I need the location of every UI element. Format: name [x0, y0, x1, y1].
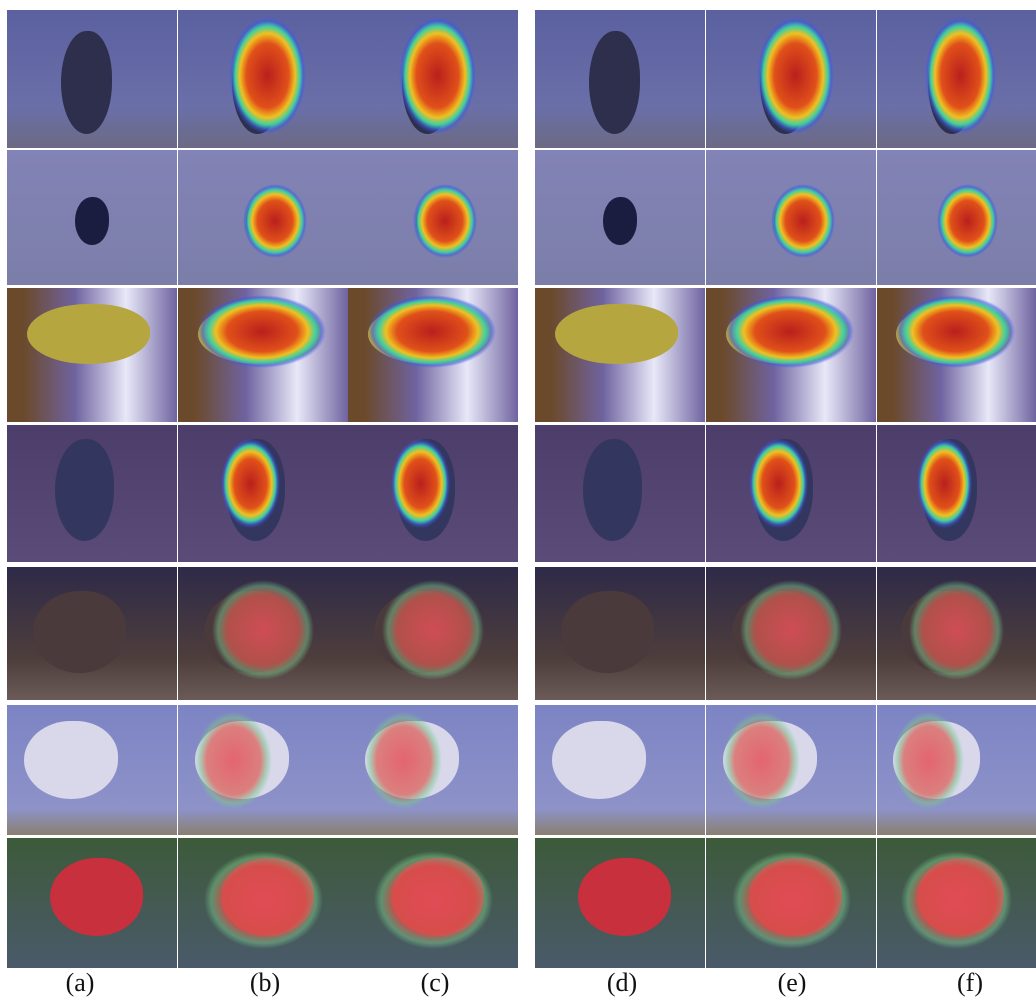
- image-cell: [877, 10, 1036, 148]
- bird: [55, 439, 115, 542]
- image-cell: [348, 10, 518, 148]
- image-cell: [348, 288, 518, 422]
- image-cell: [7, 567, 177, 700]
- panel-label: (f): [930, 968, 1010, 998]
- heatmap: [368, 295, 496, 369]
- heatmap: [901, 851, 1012, 949]
- panel-label: (c): [395, 968, 475, 998]
- heatmap: [749, 439, 809, 528]
- heatmap: [221, 439, 281, 528]
- heatmap: [399, 17, 476, 134]
- image-cell: [706, 288, 876, 422]
- bird: [61, 31, 112, 135]
- bird: [50, 858, 144, 936]
- image-cell: [7, 425, 177, 562]
- image-cell: [178, 567, 348, 700]
- heatmap: [365, 712, 442, 810]
- image-cell: [535, 10, 705, 148]
- image-cell: [706, 838, 876, 968]
- image-cell: [348, 150, 518, 285]
- bird: [583, 439, 643, 542]
- image-cell: [178, 288, 348, 422]
- image-cell: [877, 288, 1036, 422]
- heatmap: [382, 580, 484, 680]
- image-cell: [706, 705, 876, 835]
- heatmap: [374, 851, 493, 949]
- bird: [578, 858, 672, 936]
- image-cell: [348, 425, 518, 562]
- heatmap: [212, 580, 314, 680]
- image-cell: [178, 425, 348, 562]
- heatmap: [198, 295, 326, 369]
- image-cell: [535, 425, 705, 562]
- bird: [555, 304, 677, 364]
- image-cell: [7, 838, 177, 968]
- figure: (a) (b) (c) (d) (e) (f): [0, 0, 1036, 1001]
- image-cell: [178, 838, 348, 968]
- heatmap: [195, 712, 272, 810]
- bird: [27, 304, 149, 364]
- bird: [561, 591, 655, 673]
- image-cell: [178, 150, 348, 285]
- heatmap: [391, 439, 451, 528]
- image-cell: [535, 838, 705, 968]
- bird: [552, 721, 646, 799]
- bird: [24, 721, 118, 799]
- heatmap: [757, 17, 834, 134]
- image-cell: [706, 567, 876, 700]
- panel-label: (d): [582, 968, 662, 998]
- heatmap: [937, 184, 997, 258]
- image-cell: [535, 567, 705, 700]
- heatmap: [732, 851, 851, 949]
- heatmap: [229, 17, 306, 134]
- image-cell: [348, 567, 518, 700]
- heatmap: [413, 184, 478, 258]
- image-cell: [7, 10, 177, 148]
- image-cell: [877, 567, 1036, 700]
- image-cell: [877, 838, 1036, 968]
- image-cell: [7, 150, 177, 285]
- image-cell: [535, 150, 705, 285]
- image-cell: [877, 150, 1036, 285]
- panel-label: (b): [225, 968, 305, 998]
- heatmap: [917, 439, 973, 528]
- image-cell: [706, 150, 876, 285]
- heatmap: [723, 712, 800, 810]
- image-cell: [877, 425, 1036, 562]
- bird: [603, 197, 637, 244]
- image-cell: [7, 705, 177, 835]
- heatmap: [909, 580, 1004, 680]
- bird: [589, 31, 640, 135]
- image-cell: [348, 705, 518, 835]
- image-cell: [877, 705, 1036, 835]
- panel-label: (a): [40, 968, 120, 998]
- image-cell: [348, 838, 518, 968]
- image-cell: [706, 10, 876, 148]
- heatmap: [925, 17, 997, 134]
- image-cell: [535, 705, 705, 835]
- image-cell: [706, 425, 876, 562]
- bird: [33, 591, 127, 673]
- image-cell: [178, 705, 348, 835]
- image-cell: [7, 288, 177, 422]
- heatmap: [726, 295, 854, 369]
- bird: [75, 197, 109, 244]
- heatmap: [204, 851, 323, 949]
- heatmap: [896, 295, 1015, 369]
- heatmap: [771, 184, 836, 258]
- image-cell: [535, 288, 705, 422]
- heatmap: [243, 184, 308, 258]
- heatmap: [893, 712, 965, 810]
- panel-label: (e): [752, 968, 832, 998]
- image-cell: [178, 10, 348, 148]
- heatmap: [740, 580, 842, 680]
